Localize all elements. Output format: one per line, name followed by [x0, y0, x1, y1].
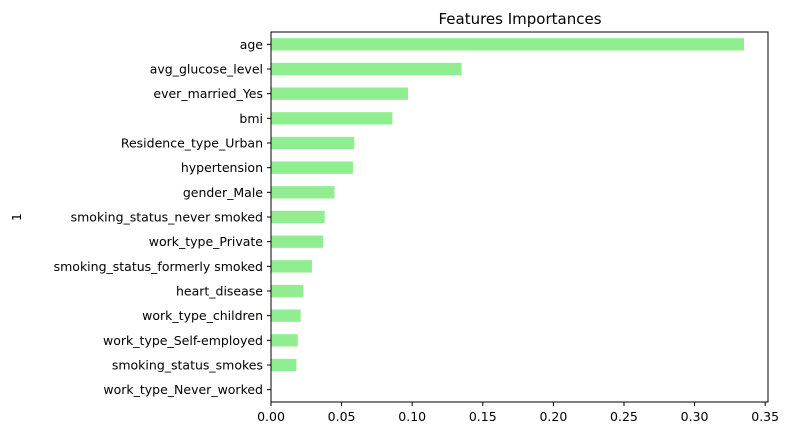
y-tick-label: bmi [239, 111, 263, 126]
y-tick-label: avg_glucose_level [150, 62, 263, 77]
y-tick-label: ever_married_Yes [153, 86, 263, 101]
y-tick-label: smoking_status_formerly smoked [54, 259, 263, 274]
plot-area-frame [270, 31, 769, 403]
y-tick-label: smoking_status_smokes [112, 358, 263, 373]
bar-0 [271, 38, 744, 51]
x-tick-label: 0.10 [398, 409, 426, 424]
bar-4 [271, 136, 355, 150]
x-tick-label: 0.05 [328, 409, 356, 424]
bar-10 [271, 284, 304, 298]
bar-12 [271, 334, 298, 347]
y-tick-label: smoking_status_never smoked [71, 210, 263, 225]
x-tick-label: 0.15 [469, 409, 497, 424]
bar-5 [271, 161, 353, 174]
bar-8 [271, 235, 324, 248]
bar-2 [271, 87, 408, 100]
x-tick-label: 0.30 [681, 409, 709, 424]
y-tick-label: work_type_Self-employed [103, 333, 263, 348]
y-tick-label: work_type_Never_worked [103, 382, 263, 397]
y-tick-label: work_type_children [142, 308, 263, 323]
x-tick-label: 0.00 [257, 409, 285, 424]
y-tick-label: hypertension [181, 160, 263, 175]
bar-11 [271, 309, 301, 322]
x-tick-label: 0.35 [751, 409, 779, 424]
y-tick-label: Residence_type_Urban [121, 136, 263, 151]
bars-group [271, 38, 744, 372]
bar-1 [271, 62, 462, 76]
x-ticks-group: 0.00 0.05 0.10 0.15 0.20 0.25 0.30 0.35 [257, 402, 779, 424]
chart-title: Features Importances [438, 10, 601, 28]
x-tick-label: 0.20 [539, 409, 567, 424]
x-tick-label: 0.25 [610, 409, 638, 424]
y-tick-label: work_type_Private [149, 234, 264, 249]
bar-9 [271, 260, 312, 273]
bar-6 [271, 186, 335, 199]
y-axis-label: 1 [9, 213, 24, 221]
y-tick-label: gender_Male [183, 185, 263, 200]
bar-13 [271, 358, 297, 372]
bar-3 [271, 112, 393, 125]
bar-7 [271, 210, 325, 224]
y-tick-label: heart_disease [176, 284, 263, 299]
y-tick-label: age [240, 37, 264, 52]
